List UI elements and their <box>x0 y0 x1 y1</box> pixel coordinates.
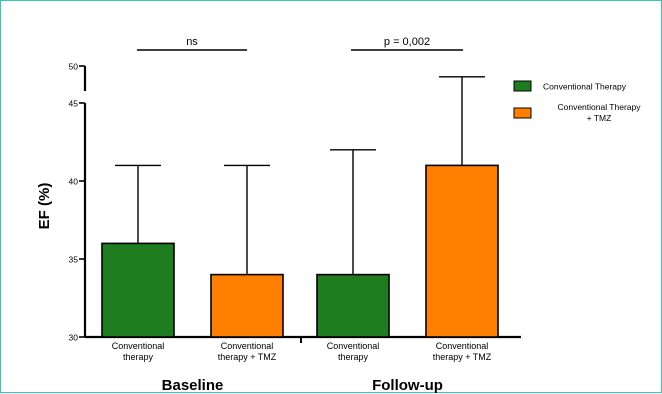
bar <box>101 242 175 338</box>
legend-label: Conventional Therapy <box>557 102 641 112</box>
y-tick-label: 45 <box>69 99 79 109</box>
y-tick-label: 30 <box>69 333 79 343</box>
x-tick-label: Conventional <box>112 341 165 351</box>
bar <box>316 273 390 338</box>
legend-swatch <box>513 107 532 119</box>
x-tick-label: Conventional <box>327 341 380 351</box>
x-tick-label: therapy + TMZ <box>218 352 277 362</box>
bar <box>425 164 499 338</box>
group-label: Follow-up <box>372 377 443 394</box>
significance-label: ns <box>186 36 198 48</box>
legend-label: Conventional Therapy <box>543 82 627 92</box>
x-tick-label: therapy <box>338 352 369 362</box>
legend-label: + TMZ <box>587 113 612 123</box>
y-axis-label: EF (%) <box>36 183 53 230</box>
y-tick-label: 40 <box>69 177 79 187</box>
y-tick-label: 50 <box>69 62 79 72</box>
x-tick-label: therapy <box>123 352 154 362</box>
group-label: Baseline <box>162 377 224 394</box>
x-tick-label: therapy + TMZ <box>433 352 492 362</box>
significance-layer: ns p = 0,002 <box>137 36 463 51</box>
x-tick-label: Conventional <box>436 341 489 351</box>
legend: Conventional Therapy Conventional Therapy… <box>513 80 641 123</box>
legend-swatch <box>513 80 532 92</box>
y-tick-label: 35 <box>69 255 79 265</box>
significance-label: p = 0,002 <box>384 36 430 48</box>
bar <box>210 273 284 338</box>
x-tick-label: Conventional <box>221 341 274 351</box>
